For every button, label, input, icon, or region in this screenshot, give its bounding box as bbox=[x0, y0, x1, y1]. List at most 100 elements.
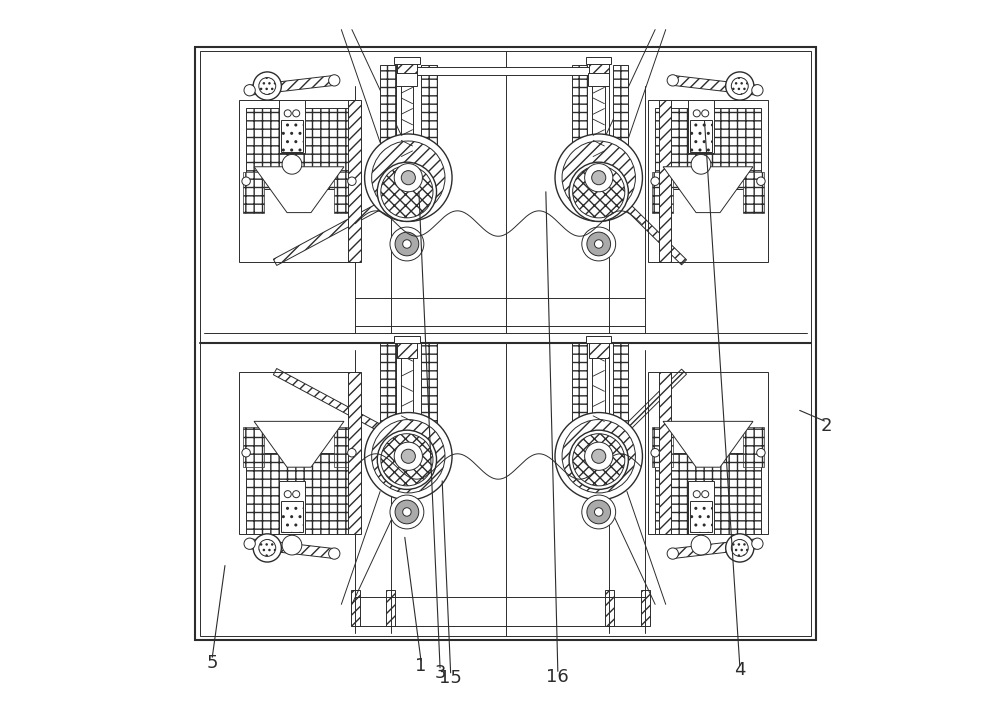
Circle shape bbox=[282, 154, 302, 174]
Circle shape bbox=[394, 442, 422, 470]
Polygon shape bbox=[663, 167, 753, 212]
Circle shape bbox=[365, 134, 452, 222]
Circle shape bbox=[244, 538, 255, 549]
Text: 4: 4 bbox=[734, 661, 746, 679]
Circle shape bbox=[395, 232, 419, 256]
Circle shape bbox=[752, 538, 763, 549]
Circle shape bbox=[348, 448, 356, 457]
Bar bbox=[334, 427, 355, 467]
Bar bbox=[743, 427, 764, 467]
Bar bbox=[397, 62, 417, 79]
Bar bbox=[396, 74, 417, 86]
Circle shape bbox=[377, 162, 437, 222]
Circle shape bbox=[293, 110, 300, 117]
Bar bbox=[652, 427, 673, 467]
Circle shape bbox=[242, 448, 250, 457]
Bar bbox=[648, 100, 768, 263]
Bar bbox=[659, 372, 671, 534]
Bar bbox=[394, 336, 420, 343]
Circle shape bbox=[592, 449, 606, 463]
Bar bbox=[613, 343, 628, 484]
Bar bbox=[394, 57, 420, 64]
Bar bbox=[397, 340, 417, 358]
Circle shape bbox=[390, 227, 424, 261]
Bar bbox=[586, 57, 611, 64]
Circle shape bbox=[390, 495, 424, 529]
Bar bbox=[407, 67, 604, 76]
Circle shape bbox=[284, 110, 291, 117]
Circle shape bbox=[401, 171, 415, 185]
Bar bbox=[690, 120, 712, 152]
Circle shape bbox=[594, 240, 603, 249]
Polygon shape bbox=[254, 167, 344, 212]
Circle shape bbox=[329, 75, 340, 86]
Bar bbox=[421, 343, 437, 484]
Bar bbox=[334, 172, 355, 212]
Bar bbox=[655, 452, 761, 534]
Circle shape bbox=[691, 535, 711, 555]
Circle shape bbox=[582, 227, 616, 261]
Circle shape bbox=[555, 413, 642, 500]
Bar bbox=[655, 108, 761, 189]
Circle shape bbox=[329, 548, 340, 559]
Bar bbox=[246, 108, 352, 189]
Bar bbox=[401, 79, 413, 160]
Bar bbox=[586, 336, 611, 343]
Bar bbox=[572, 65, 587, 174]
Circle shape bbox=[569, 162, 628, 222]
Bar bbox=[348, 100, 361, 263]
Bar bbox=[421, 65, 437, 174]
Circle shape bbox=[757, 177, 765, 185]
Bar bbox=[380, 65, 396, 174]
Bar bbox=[243, 172, 264, 212]
Text: 15: 15 bbox=[439, 669, 462, 687]
Bar bbox=[281, 120, 303, 152]
Bar bbox=[592, 358, 605, 470]
Bar bbox=[659, 100, 671, 263]
Circle shape bbox=[667, 548, 678, 559]
Circle shape bbox=[592, 171, 606, 185]
Circle shape bbox=[282, 535, 302, 555]
Circle shape bbox=[726, 534, 754, 562]
Bar bbox=[380, 343, 396, 484]
Circle shape bbox=[585, 442, 613, 470]
Circle shape bbox=[348, 177, 356, 185]
Bar bbox=[572, 343, 587, 484]
Bar bbox=[279, 481, 305, 534]
Circle shape bbox=[587, 500, 611, 524]
Bar bbox=[246, 452, 352, 534]
Bar bbox=[589, 340, 609, 358]
Circle shape bbox=[365, 413, 452, 500]
Circle shape bbox=[651, 177, 659, 185]
Circle shape bbox=[702, 110, 709, 117]
Circle shape bbox=[726, 72, 754, 100]
Circle shape bbox=[377, 430, 437, 489]
Circle shape bbox=[293, 491, 300, 498]
Circle shape bbox=[244, 84, 255, 96]
Polygon shape bbox=[254, 421, 344, 467]
Bar bbox=[239, 100, 359, 263]
Text: 16: 16 bbox=[546, 668, 569, 686]
Bar bbox=[401, 358, 413, 470]
Circle shape bbox=[752, 84, 763, 96]
Circle shape bbox=[403, 508, 411, 516]
Bar bbox=[589, 62, 609, 79]
Circle shape bbox=[403, 240, 411, 249]
Circle shape bbox=[587, 232, 611, 256]
Bar bbox=[351, 590, 360, 625]
Bar bbox=[386, 590, 395, 625]
Circle shape bbox=[757, 448, 765, 457]
Bar bbox=[688, 481, 714, 534]
Circle shape bbox=[693, 491, 700, 498]
Bar bbox=[743, 172, 764, 212]
Bar bbox=[605, 590, 614, 625]
Bar bbox=[243, 427, 264, 467]
Circle shape bbox=[401, 449, 415, 463]
Polygon shape bbox=[663, 421, 753, 467]
Circle shape bbox=[569, 430, 628, 489]
Circle shape bbox=[691, 154, 711, 174]
Bar bbox=[688, 100, 714, 153]
Circle shape bbox=[555, 134, 642, 222]
Circle shape bbox=[594, 508, 603, 516]
Bar bbox=[281, 501, 303, 532]
